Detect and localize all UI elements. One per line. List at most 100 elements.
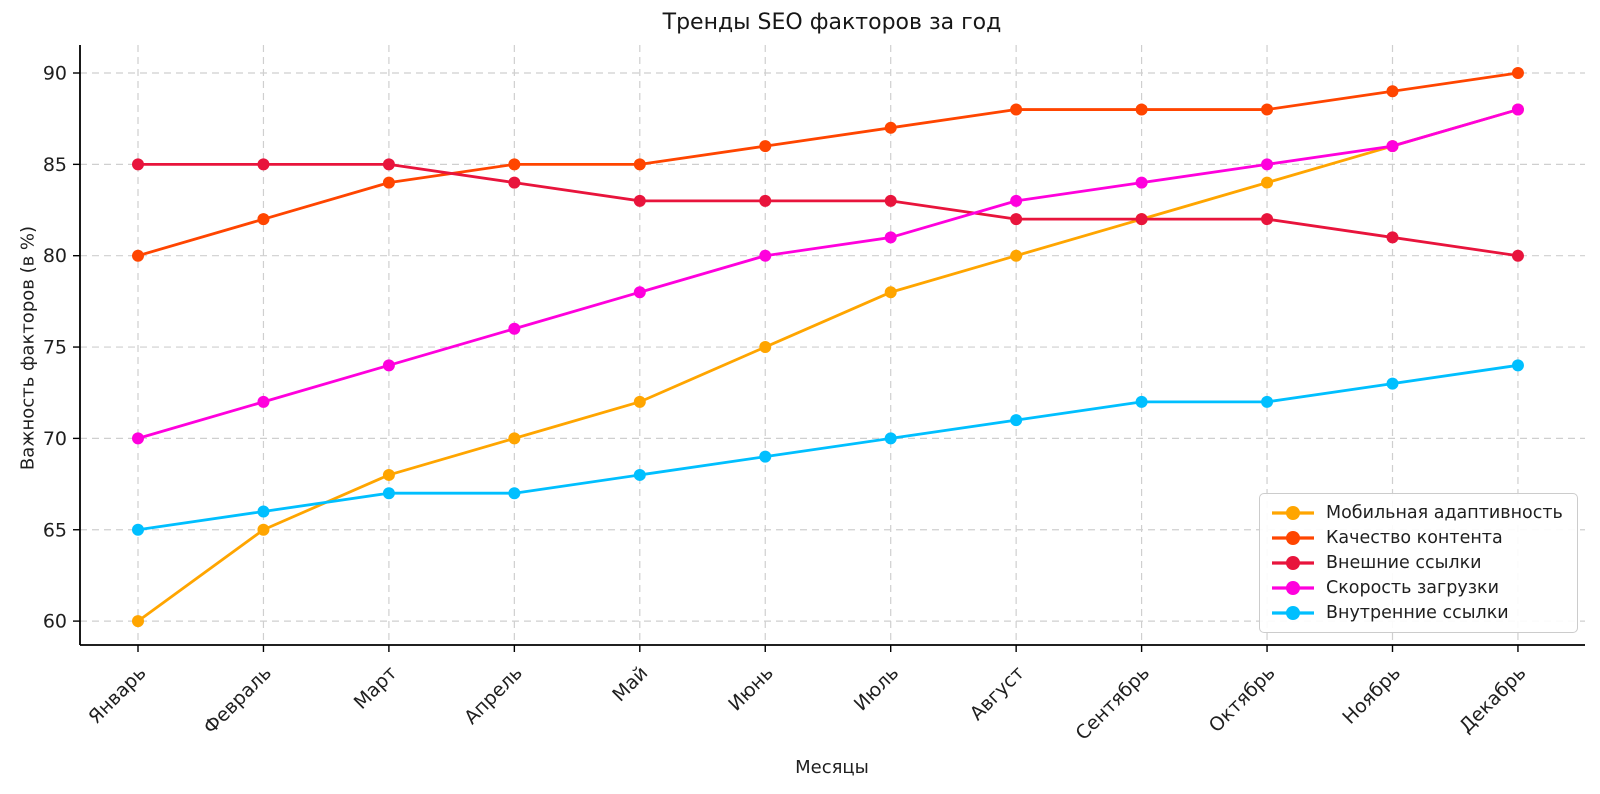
legend-label: Скорость загрузки (1326, 577, 1499, 598)
data-point (508, 322, 521, 335)
legend-item-5: Внутренние ссылки (1270, 600, 1565, 625)
legend-marker-icon (1272, 580, 1314, 595)
data-point (508, 432, 521, 445)
legend-item-3: Внешние ссылки (1270, 551, 1565, 576)
series-line (136, 363, 1520, 532)
data-point (1135, 103, 1148, 116)
legend-label: Внешние ссылки (1326, 552, 1482, 573)
x-tick-label: Август (966, 662, 1029, 725)
x-tick-label: Февраль (199, 662, 276, 739)
data-point (1010, 213, 1023, 226)
legend-item-2: Качество контента (1270, 526, 1565, 551)
data-point (1511, 359, 1524, 372)
series-line (136, 108, 1520, 623)
data-point (132, 249, 144, 262)
data-point (257, 523, 270, 536)
legend-marker-icon (1272, 506, 1314, 521)
y-tick-label: 85 (43, 154, 67, 176)
data-point (508, 487, 521, 500)
data-point (884, 231, 897, 244)
x-axis-label: Месяцы (795, 757, 869, 778)
data-point (1010, 414, 1023, 427)
data-point (1261, 176, 1274, 189)
legend-label: Внутренние ссылки (1326, 602, 1509, 623)
data-point (382, 176, 395, 189)
data-point (633, 194, 646, 207)
legend-label: Качество контента (1326, 528, 1503, 549)
data-point (884, 194, 897, 207)
data-point (1010, 249, 1023, 262)
legend-item-4: Скорость загрузки (1270, 575, 1565, 600)
data-point (508, 158, 521, 171)
y-tick-label: 80 (43, 245, 67, 267)
data-point (382, 158, 395, 171)
data-point (382, 359, 395, 372)
legend-marker-icon (1272, 555, 1314, 570)
x-tick-label: Июль (850, 662, 903, 715)
series-line (136, 108, 1520, 440)
data-point (132, 432, 144, 445)
data-point (1261, 213, 1274, 226)
x-tick-label: Апрель (460, 662, 527, 729)
x-tick-label: Декабрь (1455, 662, 1530, 737)
data-point (884, 286, 897, 299)
data-point (633, 286, 646, 299)
y-tick-label: 75 (43, 337, 67, 359)
x-tick-label: Март (350, 662, 402, 714)
data-point (132, 615, 144, 628)
data-point (1511, 67, 1524, 79)
data-point (1135, 395, 1148, 408)
data-point (884, 121, 897, 134)
data-point (1386, 231, 1399, 244)
data-point (1511, 103, 1524, 116)
x-tick-label: Сентябрь (1072, 662, 1155, 745)
data-point (759, 194, 772, 207)
x-tick-label: Май (608, 662, 652, 706)
data-point (1261, 395, 1274, 408)
data-point (759, 450, 772, 463)
x-tick-label: Ноябрь (1338, 662, 1405, 729)
data-point (1386, 377, 1399, 390)
data-point (759, 249, 772, 262)
legend-label: Мобильная адаптивность (1326, 503, 1563, 524)
y-tick-label: 60 (43, 611, 67, 633)
data-point (257, 158, 270, 171)
data-point (759, 140, 772, 153)
legend-marker-icon (1272, 605, 1314, 620)
data-point (1261, 103, 1274, 116)
legend-marker-icon (1272, 531, 1314, 546)
data-point (884, 432, 897, 445)
data-point (1135, 176, 1148, 189)
data-point (759, 341, 772, 354)
data-point (257, 395, 270, 408)
data-point (1386, 85, 1399, 98)
data-point (1386, 140, 1399, 153)
data-point (1511, 249, 1524, 262)
legend-item-1: Мобильная адаптивность (1270, 501, 1565, 526)
data-point (382, 468, 395, 481)
chart-title: Тренды SEO факторов за год (662, 10, 1002, 35)
data-point (382, 487, 395, 500)
x-tick-label: Июнь (724, 662, 778, 716)
data-point (633, 468, 646, 481)
x-tick-label: Январь (84, 662, 150, 728)
data-point (132, 523, 144, 536)
y-tick-label: 70 (43, 428, 67, 450)
data-point (1261, 158, 1274, 171)
y-tick-label: 90 (43, 63, 67, 85)
data-point (1135, 213, 1148, 226)
data-point (1010, 103, 1023, 116)
data-point (257, 213, 270, 226)
data-point (132, 158, 144, 171)
data-point (633, 158, 646, 171)
data-point (257, 505, 270, 518)
series-line (136, 71, 1520, 258)
series-line (136, 162, 1520, 258)
legend: Мобильная адаптивность Качество контента В… (1259, 493, 1578, 633)
x-tick-label: Октябрь (1205, 662, 1280, 737)
y-tick-label: 65 (43, 519, 67, 541)
data-point (633, 395, 646, 408)
data-point (1010, 194, 1023, 207)
